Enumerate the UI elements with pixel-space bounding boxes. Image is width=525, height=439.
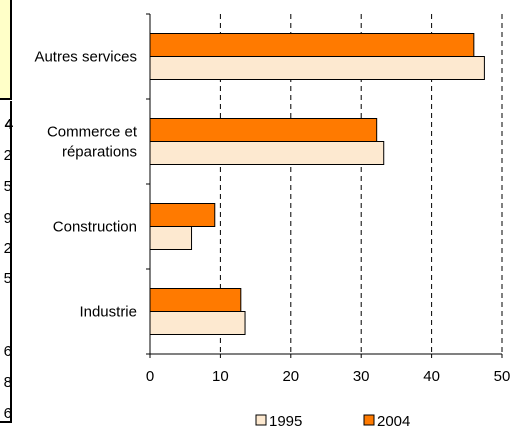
left-table-digit: 2 <box>3 147 12 164</box>
left-table-digit: 6 <box>3 343 12 360</box>
legend-label: 1995 <box>269 413 302 430</box>
bar-1995 <box>149 56 485 80</box>
category-label: Commerce et <box>47 124 138 141</box>
left-table-digit: 8 <box>3 374 12 391</box>
bar-2004 <box>149 203 216 227</box>
left-table-header-fragment <box>0 0 12 100</box>
x-tick-label: 10 <box>212 368 229 385</box>
x-tick-label: 40 <box>423 368 440 385</box>
left-table-body-fragment <box>0 101 12 423</box>
category-label: Autres services <box>34 49 137 66</box>
bar-1995 <box>149 141 385 165</box>
left-table-digit: 6 <box>3 405 12 422</box>
left-table-digit: 5 <box>3 270 12 287</box>
left-table-digit: 4 <box>4 116 13 133</box>
left-table-digit: 9 <box>3 210 12 227</box>
category-label: Industrie <box>79 304 137 321</box>
legend-label: 2004 <box>377 413 410 430</box>
x-tick-label: 50 <box>494 368 511 385</box>
left-table-digit: 5 <box>3 178 12 195</box>
legend-swatch <box>363 414 375 426</box>
bar-2004 <box>149 33 475 57</box>
x-tick-label: 30 <box>353 368 370 385</box>
x-tick-label: 0 <box>146 368 154 385</box>
bar-1995 <box>149 311 246 335</box>
left-table-digit: 2 <box>3 240 12 257</box>
bar-2004 <box>149 288 242 312</box>
category-label: Construction <box>53 219 137 236</box>
category-label: réparations <box>62 144 137 161</box>
left-table-bottom-border <box>0 421 12 423</box>
bar-1995 <box>149 226 193 250</box>
legend-swatch <box>255 414 267 426</box>
x-tick-label: 20 <box>282 368 299 385</box>
bar-2004 <box>149 118 378 142</box>
